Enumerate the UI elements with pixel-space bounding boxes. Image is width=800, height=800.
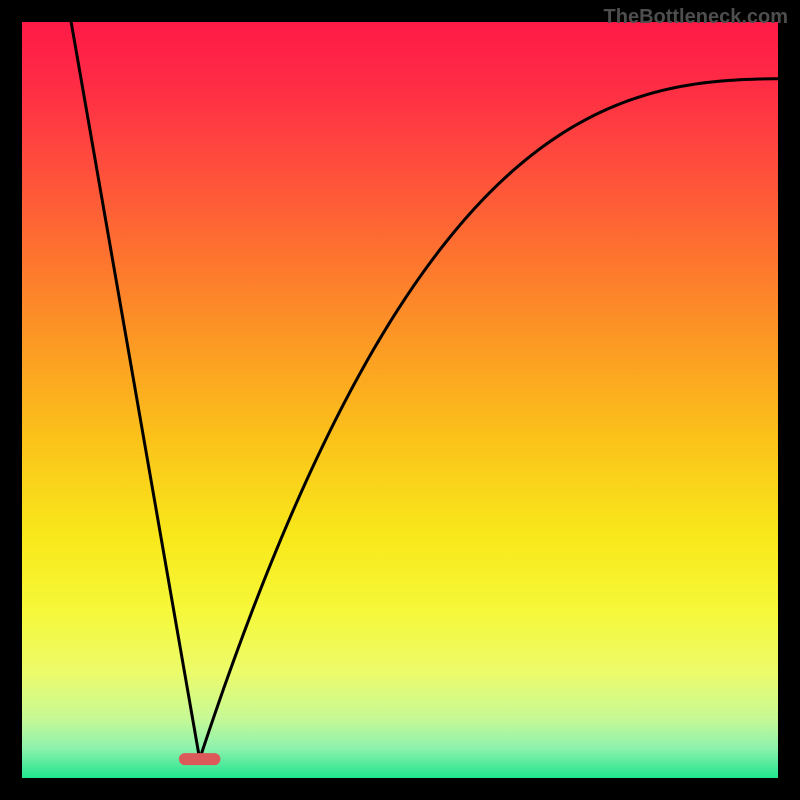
watermark-text: TheBottleneck.com	[604, 6, 788, 29]
bottleneck-chart: TheBottleneck.com	[0, 0, 800, 800]
chart-svg	[0, 0, 800, 800]
gradient-background	[22, 22, 778, 778]
curve-dip-marker	[179, 753, 221, 765]
